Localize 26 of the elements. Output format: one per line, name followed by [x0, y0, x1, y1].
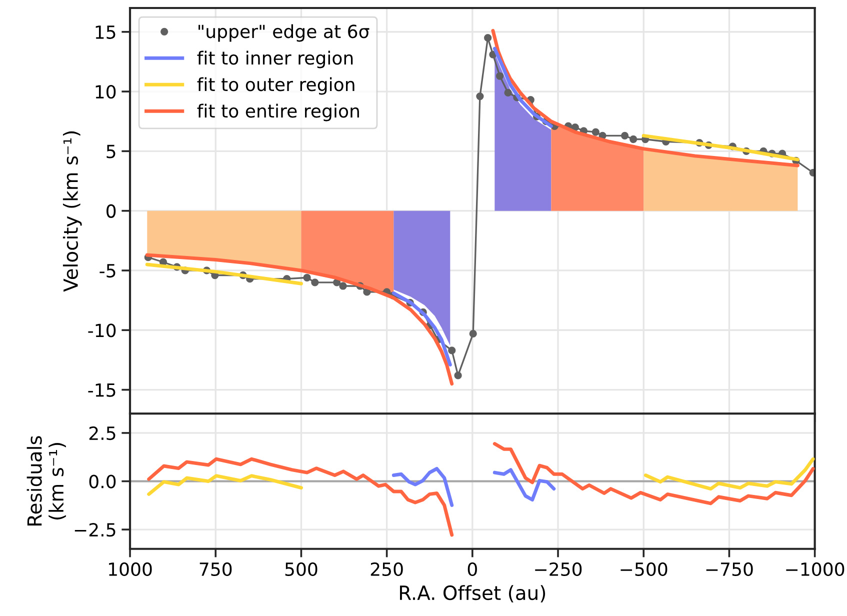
x-tick-label: −1000 — [786, 562, 844, 576]
y-tick-label: 0 — [106, 204, 116, 218]
legend-label: fit to inner region — [197, 50, 353, 68]
y-tick-label: -5 — [100, 264, 116, 278]
x-tick-label: 1000 — [109, 562, 152, 576]
legend-label: "upper" edge at 6σ — [198, 24, 370, 42]
y-tick-label: -10 — [88, 324, 116, 338]
x-tick-label: −500 — [620, 562, 668, 576]
x-tick-label: 500 — [285, 562, 318, 576]
y-axis-title: Residuals (km s⁻¹) — [26, 436, 66, 526]
x-axis-title: R.A. Offset (au) — [400, 585, 546, 602]
y-tick-label: 5 — [106, 144, 116, 158]
y-tick-label: −2.5 — [74, 523, 116, 537]
x-tick-label: 750 — [200, 562, 232, 576]
y-tick-label: 15 — [96, 26, 116, 39]
legend-label: fit to entire region — [197, 104, 359, 122]
y-tick-label: 10 — [96, 84, 116, 99]
x-tick-label: 0 — [468, 562, 477, 576]
y-tick-label: -15 — [88, 383, 116, 397]
legend-label: fit to outer region — [197, 77, 354, 95]
y-tick-label: 0.0 — [89, 474, 116, 488]
x-tick-label: 250 — [370, 562, 403, 576]
y-tick-label: 2.5 — [89, 426, 116, 440]
x-tick-label: −250 — [535, 562, 582, 576]
y-axis-title: Velocity (km s⁻¹) — [62, 131, 82, 292]
x-tick-label: −750 — [706, 562, 753, 576]
